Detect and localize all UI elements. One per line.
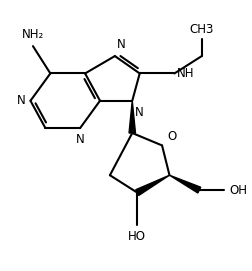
Polygon shape: [129, 101, 136, 133]
Text: HO: HO: [128, 230, 146, 243]
Text: N: N: [135, 106, 143, 119]
Polygon shape: [136, 175, 170, 195]
Text: N: N: [117, 38, 126, 51]
Polygon shape: [170, 175, 201, 193]
Text: NH₂: NH₂: [22, 28, 44, 41]
Text: N: N: [76, 133, 84, 146]
Text: O: O: [167, 130, 176, 143]
Text: NH: NH: [177, 67, 195, 80]
Text: CH3: CH3: [190, 23, 214, 36]
Text: OH: OH: [229, 184, 247, 197]
Text: N: N: [17, 94, 25, 107]
